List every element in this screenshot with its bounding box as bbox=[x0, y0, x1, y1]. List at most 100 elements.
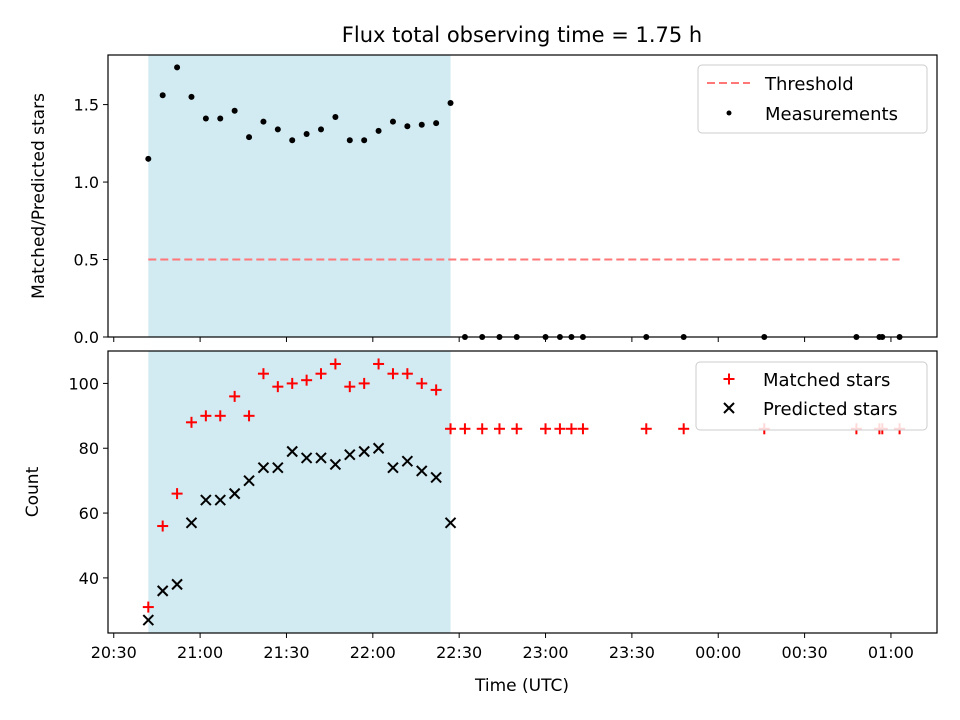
predicted-stars-point bbox=[286, 445, 298, 458]
y-tick-label: 0.0 bbox=[74, 328, 99, 347]
measurement-point bbox=[375, 127, 382, 134]
measurement-point bbox=[389, 118, 396, 125]
measurement-point bbox=[289, 137, 296, 144]
ratio-panel: Flux total observing time = 1.75 h 0.00.… bbox=[29, 23, 938, 347]
measurement-point bbox=[260, 118, 267, 125]
predicted-stars-point bbox=[185, 517, 198, 529]
ratio-x-ticks bbox=[113, 337, 892, 342]
matched-stars-point bbox=[358, 377, 370, 389]
predicted-stars-point bbox=[344, 449, 356, 461]
legend-matched-swatch bbox=[723, 373, 735, 385]
matched-stars-point bbox=[257, 368, 269, 380]
measurement-point bbox=[174, 64, 181, 71]
predicted-stars-point bbox=[444, 517, 457, 529]
matched-stars-point bbox=[401, 368, 413, 380]
matched-stars-point bbox=[373, 358, 385, 370]
x-tick-label: 21:00 bbox=[177, 643, 223, 662]
measurement-point bbox=[274, 126, 281, 133]
x-tick-label: 22:30 bbox=[436, 643, 482, 662]
predicted-stars-point bbox=[214, 494, 226, 506]
count-y-ticks: 40 60 80 100 bbox=[68, 374, 108, 588]
predicted-stars-point bbox=[329, 458, 342, 471]
legend-predicted-swatch bbox=[723, 402, 735, 414]
matched-stars-point bbox=[511, 423, 523, 435]
count-axes-frame bbox=[107, 350, 938, 634]
x-tick-label: 22:00 bbox=[350, 643, 396, 662]
legend-threshold-label: Threshold bbox=[764, 74, 854, 95]
observing-window-shading-lower bbox=[148, 351, 451, 633]
y-tick-label: 1.5 bbox=[74, 96, 99, 115]
x-tick-label: 01:00 bbox=[868, 643, 914, 662]
legend-predicted-label: Predicted stars bbox=[763, 399, 897, 420]
matched-stars-point bbox=[678, 423, 690, 435]
matched-stars-point bbox=[286, 377, 298, 389]
count-marks bbox=[142, 358, 906, 626]
ratio-y-axis-label: Matched/Predicted stars bbox=[29, 93, 49, 299]
measurement-point bbox=[418, 121, 425, 128]
matched-stars-point bbox=[540, 423, 552, 435]
matched-stars-point bbox=[171, 488, 183, 500]
matched-stars-point bbox=[272, 381, 284, 393]
matched-stars-point bbox=[565, 423, 577, 435]
measurement-point bbox=[332, 113, 339, 120]
matched-stars-point bbox=[344, 381, 356, 393]
measurement-point bbox=[231, 107, 238, 114]
chart-title: Flux total observing time = 1.75 h bbox=[342, 23, 702, 47]
matched-stars-point bbox=[142, 601, 154, 613]
predicted-stars-point bbox=[387, 461, 399, 474]
measurement-point bbox=[433, 120, 440, 127]
predicted-stars-point bbox=[228, 487, 241, 500]
measurement-point bbox=[447, 100, 454, 107]
measurement-point bbox=[318, 126, 325, 133]
y-tick-label: 1.0 bbox=[74, 173, 99, 192]
measurement-point bbox=[217, 115, 224, 122]
predicted-stars-point bbox=[358, 445, 370, 458]
measurement-point bbox=[303, 131, 310, 138]
legend-measurements-swatch bbox=[726, 110, 732, 116]
matched-stars-point bbox=[459, 423, 471, 435]
x-tick-label: 23:30 bbox=[609, 643, 655, 662]
y-tick-label: 60 bbox=[79, 504, 99, 523]
predicted-stars-point bbox=[243, 474, 255, 487]
measurement-point bbox=[202, 115, 209, 122]
matched-stars-point bbox=[554, 423, 566, 435]
matched-stars-point bbox=[185, 416, 197, 428]
predicted-stars-point bbox=[142, 614, 155, 626]
matched-stars-point bbox=[214, 410, 226, 422]
y-tick-label: 40 bbox=[79, 569, 99, 588]
measurement-point bbox=[145, 155, 152, 162]
matched-stars-point bbox=[430, 384, 442, 396]
measurement-point bbox=[361, 137, 368, 144]
matched-stars-point bbox=[640, 423, 652, 435]
predicted-stars-point bbox=[401, 455, 414, 467]
predicted-stars-point bbox=[416, 465, 428, 477]
ratio-legend: Threshold Measurements bbox=[697, 64, 928, 134]
measurement-point bbox=[404, 123, 411, 130]
measurement-point bbox=[346, 137, 353, 144]
predicted-stars-point bbox=[315, 452, 327, 464]
matched-stars-point bbox=[387, 368, 399, 380]
count-legend-box bbox=[695, 361, 928, 431]
matched-stars-point bbox=[577, 423, 589, 435]
x-tick-label: 23:00 bbox=[522, 643, 568, 662]
y-tick-label: 100 bbox=[68, 374, 99, 393]
predicted-stars-point bbox=[171, 578, 183, 591]
y-tick-label: 80 bbox=[79, 439, 99, 458]
matched-stars-point bbox=[493, 423, 505, 435]
predicted-stars-point bbox=[257, 461, 270, 474]
matched-stars-point bbox=[329, 358, 341, 370]
count-x-ticks: 20:30 21:00 21:30 22:00 22:30 23:00 23:30 00:00… bbox=[91, 633, 914, 662]
measurement-point bbox=[188, 93, 195, 100]
ratio-legend-box bbox=[697, 64, 928, 134]
matched-stars-point bbox=[229, 390, 241, 402]
x-tick-label: 00:30 bbox=[782, 643, 828, 662]
matched-stars-point bbox=[157, 520, 169, 532]
ratio-axes-frame bbox=[107, 54, 938, 338]
measurement-point bbox=[159, 92, 166, 99]
ratio-y-ticks: 0.0 0.5 1.0 1.5 bbox=[74, 96, 108, 347]
matched-stars-point bbox=[476, 423, 488, 435]
count-panel: 40 60 80 100 20:30 21:00 21:30 22:00 22:30 23:00… bbox=[23, 350, 938, 696]
x-tick-label: 21:30 bbox=[263, 643, 309, 662]
predicted-stars-point bbox=[156, 585, 169, 597]
